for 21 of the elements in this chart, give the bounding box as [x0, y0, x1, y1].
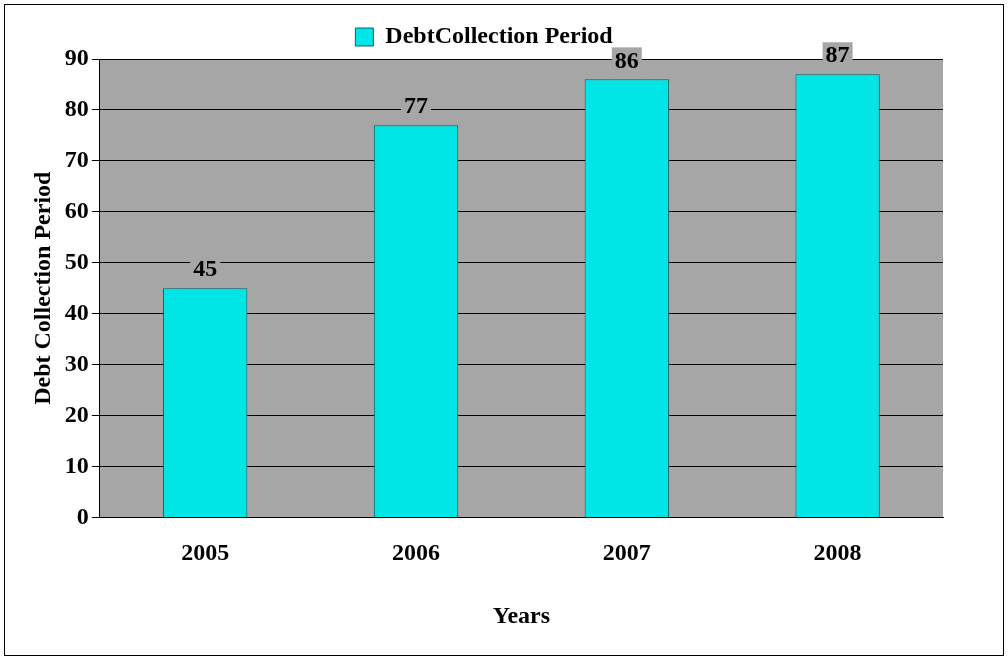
data-label: 87 — [825, 41, 850, 68]
y-tick-label: 40 — [64, 298, 89, 325]
x-tick-label: 2007 — [602, 539, 651, 565]
legend-label: DebtCollection Period — [385, 22, 614, 49]
data-label: 45 — [193, 255, 218, 282]
x-axis-title: Years — [492, 601, 551, 628]
x-tick-label: 2008 — [813, 539, 862, 565]
y-tick-label: 0 — [76, 502, 89, 529]
y-tick-label: 30 — [64, 349, 89, 376]
data-label: 86 — [614, 46, 639, 73]
y-tick-label: 20 — [64, 400, 89, 427]
y-tick-label: 10 — [64, 451, 89, 478]
y-tick-label: 60 — [64, 197, 89, 223]
y-tick-label: 80 — [64, 95, 89, 122]
y-tick-label: 70 — [64, 146, 89, 173]
y-axis-title: Debt Collection Period — [28, 170, 55, 405]
x-tick-label: 2006 — [392, 539, 440, 565]
x-tick-label: 2005 — [181, 539, 230, 565]
y-tick-label: 50 — [64, 247, 89, 274]
data-label: 77 — [404, 92, 428, 119]
y-tick-label: 90 — [64, 44, 89, 71]
